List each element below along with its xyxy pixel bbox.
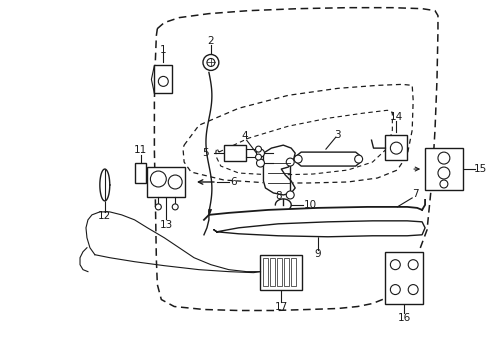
FancyBboxPatch shape — [224, 145, 245, 161]
Circle shape — [285, 191, 294, 199]
Circle shape — [439, 180, 447, 188]
Circle shape — [354, 155, 362, 163]
Text: 12: 12 — [98, 211, 111, 221]
Text: 5: 5 — [202, 148, 209, 158]
FancyBboxPatch shape — [154, 66, 172, 93]
Circle shape — [285, 158, 294, 166]
Circle shape — [389, 285, 400, 294]
Circle shape — [389, 142, 402, 154]
FancyBboxPatch shape — [385, 135, 407, 160]
Polygon shape — [100, 169, 109, 201]
Polygon shape — [296, 152, 360, 166]
Text: 15: 15 — [473, 164, 486, 174]
FancyBboxPatch shape — [263, 258, 268, 285]
Circle shape — [256, 149, 264, 157]
Polygon shape — [213, 221, 424, 237]
Circle shape — [407, 285, 417, 294]
Circle shape — [255, 146, 261, 152]
Circle shape — [155, 204, 161, 210]
Text: 2: 2 — [207, 36, 214, 46]
FancyBboxPatch shape — [284, 258, 288, 285]
Circle shape — [437, 152, 449, 164]
Text: 3: 3 — [334, 130, 341, 140]
FancyBboxPatch shape — [277, 258, 282, 285]
Text: 13: 13 — [159, 220, 173, 230]
Circle shape — [172, 204, 178, 210]
FancyBboxPatch shape — [385, 252, 422, 303]
Circle shape — [294, 155, 302, 163]
Circle shape — [203, 54, 219, 71]
Text: 17: 17 — [274, 302, 287, 311]
Text: 4: 4 — [241, 131, 247, 141]
Circle shape — [206, 58, 214, 67]
FancyBboxPatch shape — [134, 163, 146, 183]
Circle shape — [389, 260, 400, 270]
Text: 16: 16 — [397, 314, 410, 324]
Circle shape — [150, 171, 166, 187]
Text: 11: 11 — [134, 145, 147, 155]
Text: 10: 10 — [303, 200, 316, 210]
Text: 14: 14 — [389, 112, 402, 122]
Text: 8: 8 — [274, 191, 281, 201]
Circle shape — [158, 76, 168, 86]
Text: 6: 6 — [230, 177, 237, 187]
Circle shape — [255, 154, 261, 160]
Text: 7: 7 — [411, 189, 418, 199]
FancyBboxPatch shape — [270, 258, 275, 285]
FancyBboxPatch shape — [147, 167, 185, 197]
Polygon shape — [263, 145, 295, 195]
Text: 9: 9 — [314, 249, 321, 259]
Circle shape — [168, 175, 182, 189]
Circle shape — [256, 159, 264, 167]
Circle shape — [407, 260, 417, 270]
FancyBboxPatch shape — [291, 258, 296, 285]
FancyBboxPatch shape — [424, 148, 462, 190]
FancyBboxPatch shape — [260, 255, 302, 289]
Text: 1: 1 — [160, 45, 166, 54]
Circle shape — [437, 167, 449, 179]
